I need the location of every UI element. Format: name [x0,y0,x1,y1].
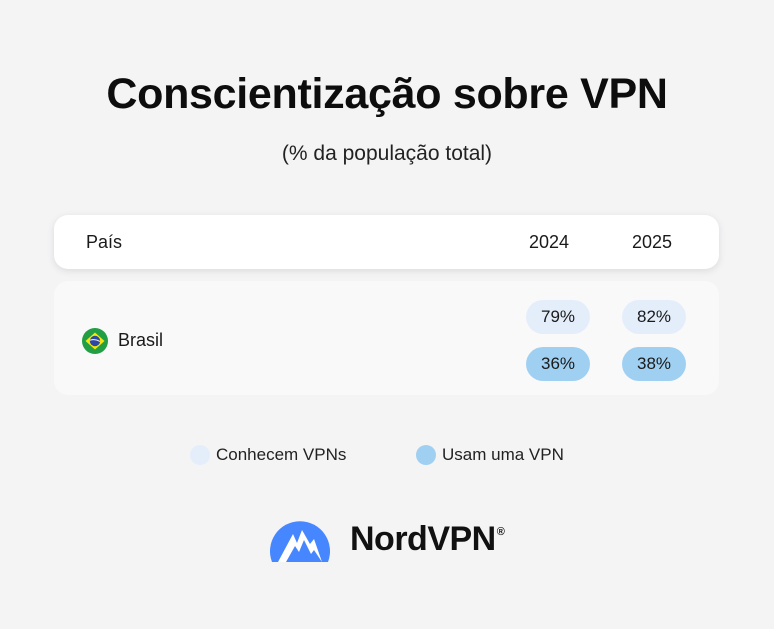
value-use-2024: 36% [526,347,590,381]
brazil-flag-icon [82,328,108,354]
legend-label-know: Conhecem VPNs [216,445,347,464]
table-row: Brasil 79% 82% 36% 38% [54,281,719,395]
table-header: País 2024 2025 [54,215,719,269]
legend-item-use: Usam uma VPN [416,445,564,465]
legend-swatch-use [416,445,436,465]
chart-title: Conscientização sobre VPN [106,70,668,118]
column-header-country: País [86,232,123,252]
registered-mark: ® [496,526,505,538]
nordvpn-mountain-logo-icon [266,510,334,568]
column-header-2025: 2025 [631,232,673,252]
chart-subtitle: (% da população total) [281,142,493,165]
value-know-2025: 82% [622,300,686,334]
legend-swatch-know [190,445,210,465]
legend-item-know: Conhecem VPNs [190,445,346,465]
country-name: Brasil [118,330,164,350]
value-use-2025: 38% [622,347,686,381]
value-know-2024: 79% [526,300,590,334]
brand-name: NordVPN® [350,520,505,559]
legend: Conhecem VPNs Usam uma VPN [0,445,774,469]
column-header-2024: 2024 [528,232,570,252]
brand-name-text: NordVPN [350,520,496,558]
legend-label-use: Usam uma VPN [442,445,564,464]
